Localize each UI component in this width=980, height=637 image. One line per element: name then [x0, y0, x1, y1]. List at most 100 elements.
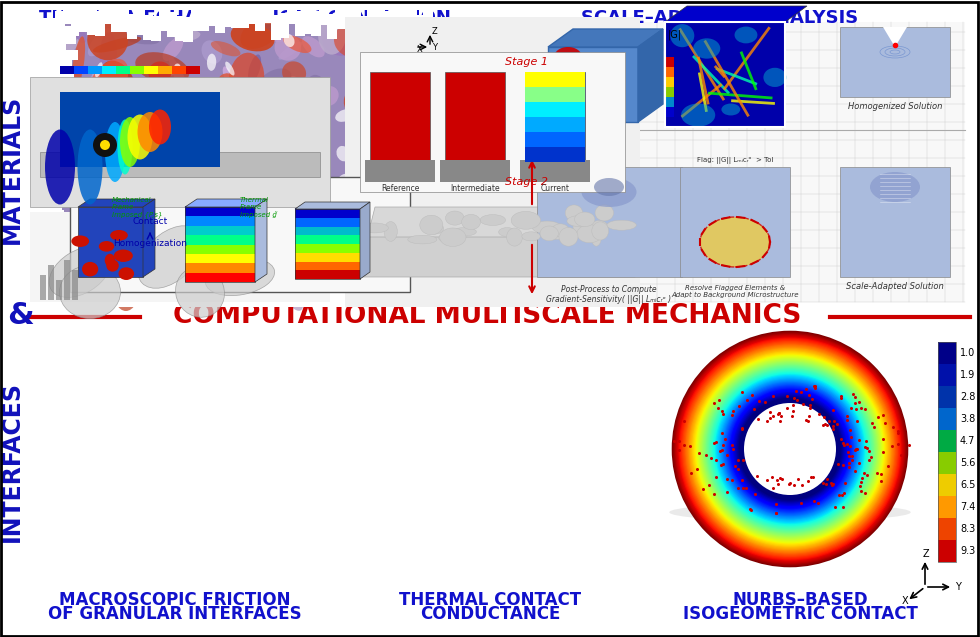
Bar	[40, 154, 64, 164]
Ellipse shape	[283, 208, 309, 233]
Ellipse shape	[763, 68, 786, 87]
Ellipse shape	[336, 146, 350, 161]
Bar	[386, 170, 440, 180]
Bar	[130, 66, 144, 74]
Bar	[167, 278, 177, 307]
Ellipse shape	[45, 129, 75, 204]
Ellipse shape	[235, 240, 251, 266]
Text: 7.4: 7.4	[960, 502, 975, 512]
Text: OF GRANULAR INTERFACES: OF GRANULAR INTERFACES	[48, 605, 302, 623]
Ellipse shape	[274, 34, 301, 61]
Bar	[72, 270, 78, 300]
Ellipse shape	[191, 177, 219, 206]
Text: Homogenization: Homogenization	[113, 239, 187, 248]
Bar	[938, 342, 956, 364]
Ellipse shape	[60, 266, 121, 318]
Bar	[423, 278, 433, 307]
Bar	[389, 202, 440, 212]
Ellipse shape	[565, 205, 583, 221]
Bar	[279, 13, 289, 38]
Ellipse shape	[58, 123, 80, 151]
Ellipse shape	[425, 223, 444, 234]
Text: 4.7: 4.7	[960, 436, 975, 446]
Bar	[400, 242, 440, 252]
Ellipse shape	[244, 275, 267, 301]
Ellipse shape	[137, 225, 202, 289]
Ellipse shape	[146, 138, 164, 155]
Ellipse shape	[361, 223, 388, 233]
Ellipse shape	[368, 152, 385, 162]
Ellipse shape	[235, 167, 247, 175]
Ellipse shape	[132, 113, 172, 146]
Polygon shape	[255, 199, 267, 282]
Bar	[367, 0, 377, 23]
Text: 5.6: 5.6	[960, 458, 975, 468]
Ellipse shape	[116, 218, 129, 229]
Ellipse shape	[681, 103, 715, 127]
Ellipse shape	[546, 230, 568, 240]
Bar	[520, 160, 590, 182]
Bar	[88, 66, 102, 74]
Ellipse shape	[313, 261, 344, 291]
Ellipse shape	[375, 89, 390, 105]
Bar	[167, 12, 177, 37]
Text: 3.8: 3.8	[960, 414, 975, 424]
Polygon shape	[107, 136, 116, 145]
Bar	[408, 34, 440, 44]
Bar	[370, 72, 430, 162]
Bar	[415, 283, 425, 307]
Ellipse shape	[364, 270, 380, 283]
Ellipse shape	[162, 174, 197, 218]
Bar	[185, 206, 255, 217]
Ellipse shape	[207, 54, 217, 71]
Ellipse shape	[65, 82, 89, 97]
Bar	[398, 226, 440, 236]
Bar	[666, 77, 674, 87]
Bar	[127, 14, 137, 39]
Ellipse shape	[82, 262, 98, 276]
Bar	[391, 58, 440, 68]
Bar	[40, 130, 62, 140]
Ellipse shape	[63, 266, 100, 295]
Ellipse shape	[219, 111, 229, 120]
Ellipse shape	[370, 161, 416, 208]
Bar	[391, 6, 401, 31]
Text: |G|: |G|	[668, 29, 682, 39]
Ellipse shape	[370, 227, 377, 233]
Text: Mechanical
Frame
Imposed {P,s}: Mechanical Frame Imposed {P,s}	[112, 197, 163, 218]
Ellipse shape	[406, 159, 435, 183]
Bar	[365, 160, 435, 182]
Ellipse shape	[559, 227, 578, 246]
Bar	[666, 107, 674, 117]
Ellipse shape	[80, 170, 92, 189]
Bar	[40, 170, 60, 180]
Ellipse shape	[592, 222, 609, 240]
Ellipse shape	[163, 38, 183, 61]
Bar	[185, 215, 255, 225]
Bar	[239, 3, 249, 28]
Ellipse shape	[77, 129, 103, 204]
Polygon shape	[355, 237, 655, 277]
Ellipse shape	[157, 216, 179, 252]
Ellipse shape	[87, 59, 128, 107]
Ellipse shape	[95, 62, 103, 77]
Bar	[525, 102, 585, 117]
Ellipse shape	[284, 250, 317, 273]
Ellipse shape	[225, 62, 234, 76]
Ellipse shape	[669, 503, 910, 521]
Bar	[175, 16, 185, 41]
Bar	[103, 0, 113, 24]
Bar	[311, 11, 321, 36]
Ellipse shape	[148, 61, 171, 83]
Circle shape	[100, 140, 110, 150]
Ellipse shape	[124, 227, 149, 260]
Text: X: X	[902, 596, 908, 606]
Ellipse shape	[721, 104, 740, 115]
Bar	[295, 209, 360, 279]
Ellipse shape	[383, 188, 433, 220]
Ellipse shape	[135, 52, 189, 84]
Bar	[359, 277, 369, 307]
Bar	[445, 72, 505, 162]
Bar	[63, 284, 73, 307]
Ellipse shape	[88, 211, 102, 230]
